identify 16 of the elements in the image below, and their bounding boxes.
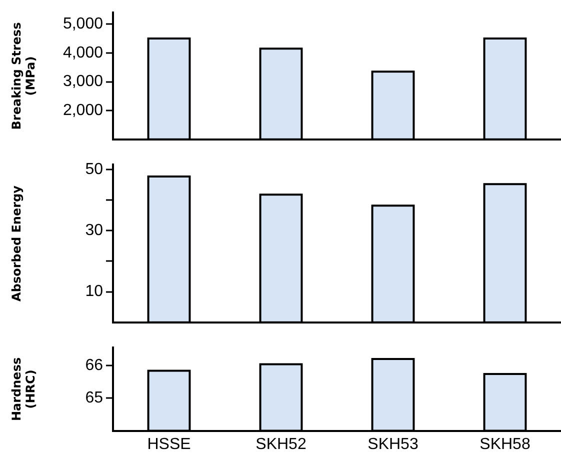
x-tick-label: SKH53 [368, 436, 418, 453]
y-tick-label: 5,000 [62, 16, 104, 33]
y-tick-label: 2,000 [62, 102, 104, 119]
y-tick-label: 10 [85, 283, 104, 300]
y-tick-label: 65 [85, 390, 104, 407]
y-axis-title: Breaking Stress (MPa) [9, 22, 38, 130]
y-tick-label: 3,000 [62, 73, 104, 90]
y-axis-title: Hardness (HRC) [9, 357, 38, 422]
x-tick-label: SKH58 [480, 436, 530, 453]
y-tick-label: 66 [85, 356, 104, 374]
y-tick-label: 50 [85, 160, 104, 178]
y-tick-label: 30 [85, 222, 104, 240]
x-tick-label: HSSE [147, 436, 191, 453]
x-tick-label: SKH52 [256, 436, 306, 453]
y-axis-title: Absorbed Energy [9, 185, 24, 302]
y-tick-label: 4,000 [62, 44, 104, 62]
